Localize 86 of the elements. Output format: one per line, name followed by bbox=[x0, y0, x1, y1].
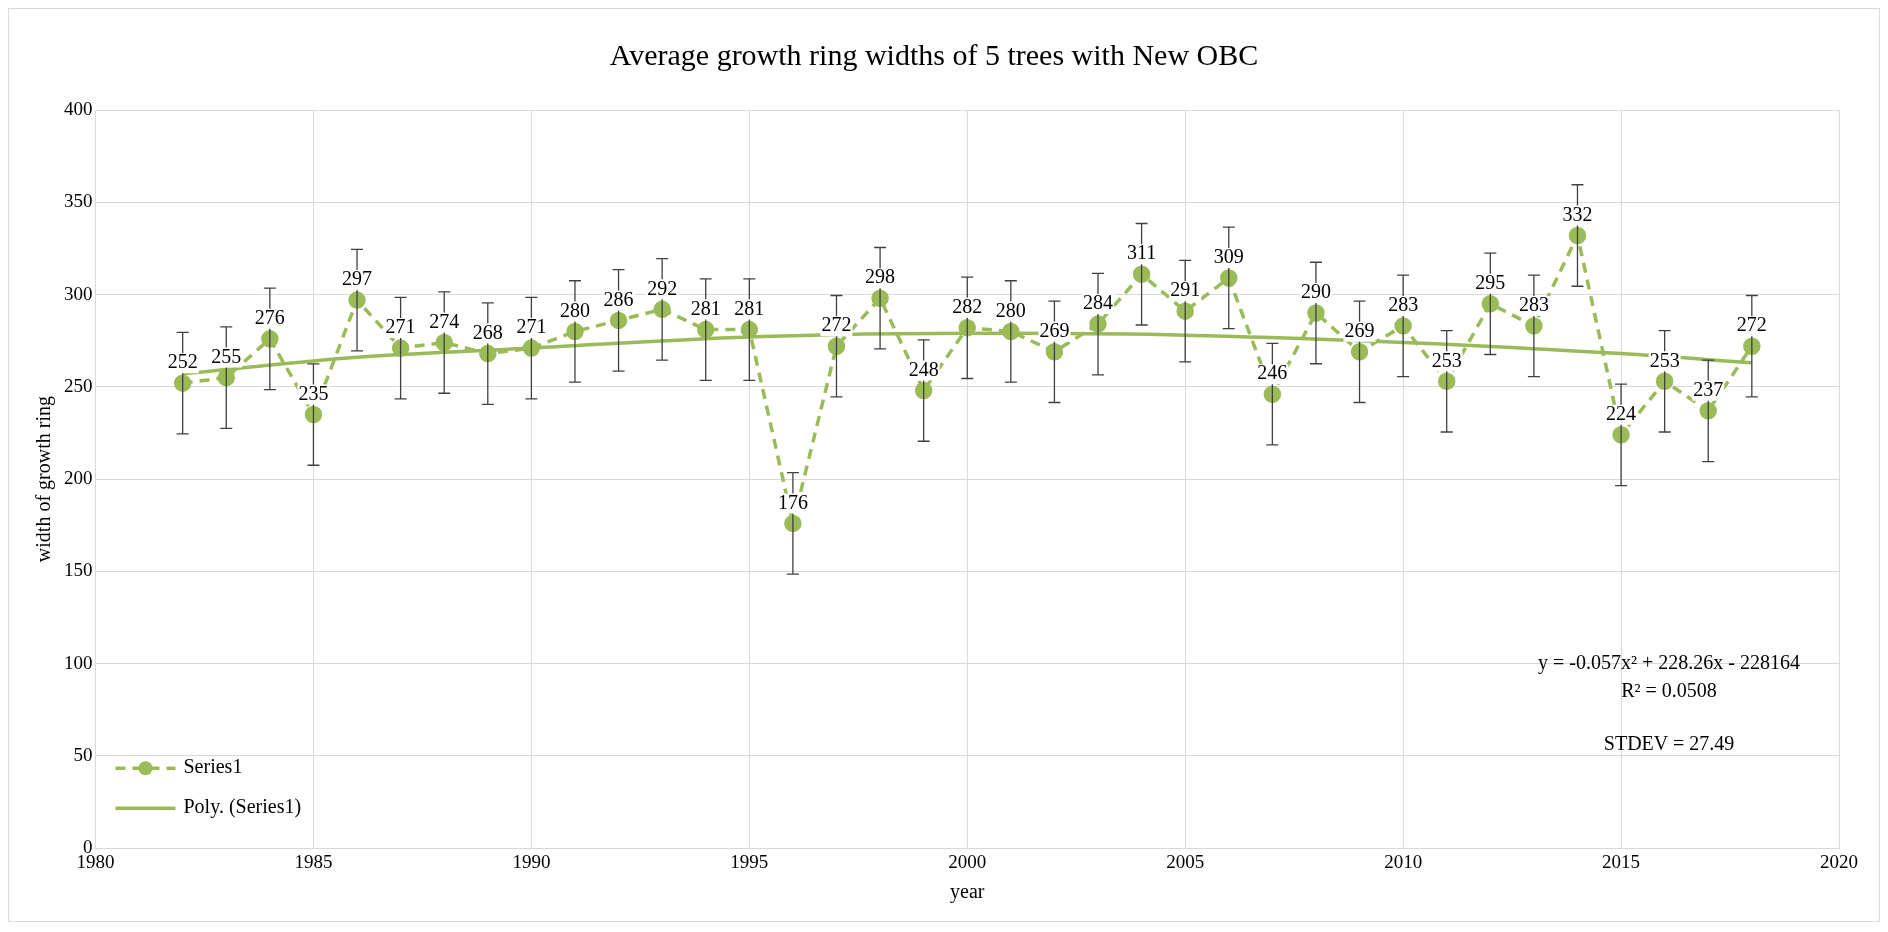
point bbox=[914, 381, 933, 400]
text: 246 bbox=[1257, 361, 1288, 384]
text: 271 bbox=[516, 315, 547, 338]
text: 237 bbox=[1693, 378, 1724, 401]
annotation: R² = 0.0508 bbox=[1621, 678, 1717, 701]
x-tick-label: 1985 bbox=[294, 850, 333, 872]
x-tick-label: 2010 bbox=[1384, 850, 1423, 872]
point bbox=[1437, 372, 1456, 391]
y-tick-label: 100 bbox=[64, 651, 93, 673]
text: 298 bbox=[865, 265, 896, 288]
point bbox=[1350, 343, 1369, 361]
point bbox=[1045, 343, 1064, 361]
text: 281 bbox=[690, 296, 721, 319]
point bbox=[1655, 372, 1674, 391]
point bbox=[1481, 295, 1500, 313]
text: 291 bbox=[1170, 278, 1201, 301]
text: 283 bbox=[1388, 293, 1419, 316]
text: 283 bbox=[1518, 293, 1549, 316]
point bbox=[479, 344, 497, 363]
text: 280 bbox=[559, 298, 590, 321]
point bbox=[1176, 302, 1194, 320]
annotation: y = -0.057x² + 228.26x - 228164 bbox=[1538, 650, 1800, 674]
y-tick-label: 200 bbox=[64, 467, 93, 489]
text: 309 bbox=[1213, 245, 1244, 268]
text: 269 bbox=[1344, 319, 1375, 342]
x-axis-title: year bbox=[950, 880, 985, 904]
text: 269 bbox=[1039, 319, 1070, 342]
x-tick-label: 1995 bbox=[730, 850, 769, 872]
x-tick-label: 2000 bbox=[948, 850, 987, 872]
point bbox=[1220, 269, 1238, 287]
point bbox=[1132, 265, 1151, 283]
point bbox=[391, 339, 410, 357]
text: 290 bbox=[1300, 280, 1331, 303]
y-tick-label: 150 bbox=[64, 559, 93, 581]
text: 286 bbox=[603, 287, 634, 310]
text: 281 bbox=[734, 296, 765, 319]
legend-label: Series1 bbox=[183, 755, 243, 778]
point bbox=[173, 374, 192, 392]
point bbox=[827, 337, 846, 355]
x-tick-label: 2015 bbox=[1602, 850, 1641, 872]
text: 274 bbox=[429, 309, 460, 332]
y-tick-label: 300 bbox=[64, 282, 93, 304]
point bbox=[217, 368, 236, 387]
point bbox=[435, 333, 453, 352]
point bbox=[522, 339, 541, 357]
x-tick-label: 1990 bbox=[512, 850, 551, 872]
point bbox=[1263, 385, 1282, 403]
text: 311 bbox=[1126, 241, 1157, 264]
y-tick-label: 400 bbox=[64, 97, 93, 119]
point bbox=[609, 311, 628, 330]
text: 282 bbox=[952, 295, 983, 318]
point bbox=[304, 405, 323, 424]
point bbox=[1002, 322, 1020, 341]
y-tick-label: 50 bbox=[73, 743, 93, 765]
text: 253 bbox=[1431, 348, 1462, 371]
text: 248 bbox=[908, 357, 939, 380]
text: 280 bbox=[995, 298, 1026, 321]
text: 332 bbox=[1562, 202, 1593, 225]
text: 276 bbox=[254, 306, 285, 329]
text: 253 bbox=[1649, 348, 1680, 371]
text: 235 bbox=[298, 381, 329, 404]
point bbox=[1568, 226, 1587, 245]
text: 224 bbox=[1606, 402, 1637, 425]
y-axis-title: width of growth ring bbox=[32, 396, 56, 563]
text: 295 bbox=[1475, 271, 1506, 294]
point bbox=[1699, 402, 1717, 420]
text: 268 bbox=[472, 320, 503, 343]
x-tick-label: 2005 bbox=[1166, 850, 1205, 872]
legend-label: Poly. (Series1) bbox=[183, 795, 302, 819]
point bbox=[696, 320, 715, 339]
text: 272 bbox=[821, 313, 852, 336]
text: 252 bbox=[167, 350, 198, 373]
text: 255 bbox=[211, 344, 242, 367]
chart-title: Average growth ring widths of 5 trees with New OBC bbox=[609, 37, 1259, 71]
text: 271 bbox=[385, 315, 416, 338]
annotation: STDEV = 27.49 bbox=[1603, 731, 1735, 754]
y-tick-label: 250 bbox=[64, 374, 93, 396]
text: 284 bbox=[1083, 291, 1114, 314]
text: 272 bbox=[1736, 313, 1767, 336]
point bbox=[958, 319, 976, 337]
point bbox=[1743, 337, 1761, 355]
text: 176 bbox=[777, 490, 808, 513]
y-tick-label: 350 bbox=[64, 190, 93, 212]
text: 292 bbox=[647, 276, 678, 299]
text: 297 bbox=[342, 267, 373, 290]
x-tick-label: 2020 bbox=[1820, 850, 1858, 872]
